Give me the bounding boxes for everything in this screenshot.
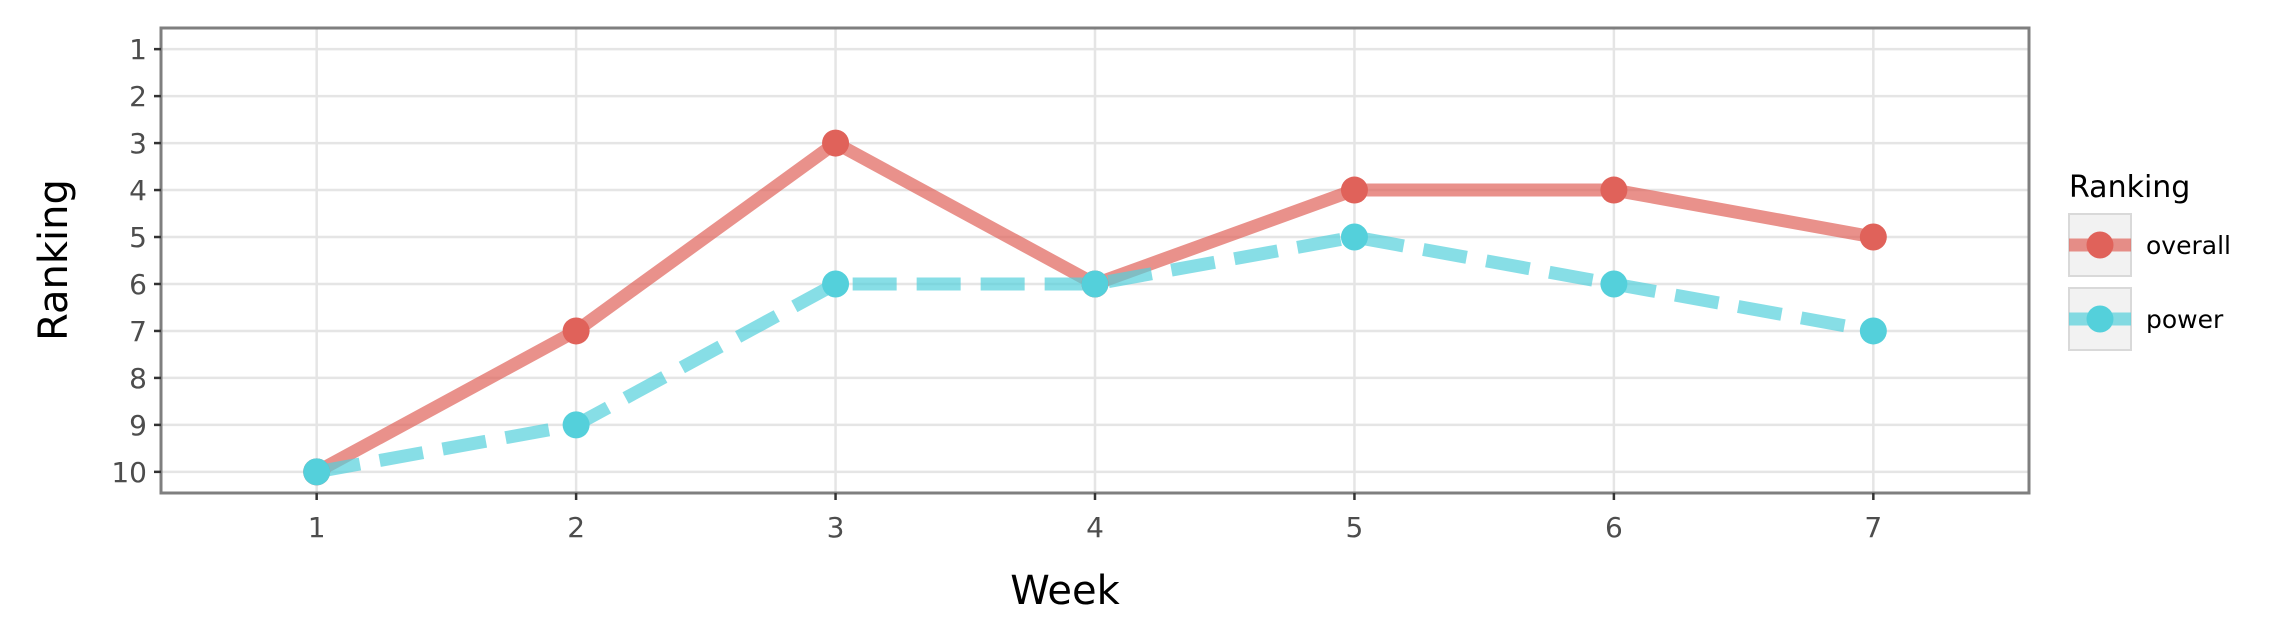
data-point-overall — [562, 317, 590, 345]
legend-key-marker — [2086, 231, 2114, 259]
data-point-overall — [1859, 223, 1887, 251]
y-tick-label: 5 — [129, 221, 147, 254]
axis-ticks: 1 2 3 4 5 6 7 1 2 3 4 5 6 7 8 9 10 — [111, 33, 1882, 544]
legend-label: overall — [2146, 231, 2231, 260]
data-point-overall — [1600, 176, 1628, 204]
legend-title: Ranking — [2069, 170, 2190, 205]
y-tick-label: 1 — [129, 33, 147, 66]
legend-item-overall: overall — [2068, 213, 2231, 277]
legend-items: overall power — [2068, 213, 2231, 351]
x-axis-title: Week — [1010, 568, 1120, 614]
y-tick-label: 8 — [129, 362, 147, 395]
x-tick-label: 4 — [1086, 511, 1104, 544]
x-tick-label: 7 — [1864, 511, 1882, 544]
data-point-overall — [1340, 176, 1368, 204]
x-tick-label: 3 — [827, 511, 845, 544]
legend: Ranking overall power — [2068, 170, 2231, 351]
data-point-power — [1340, 223, 1368, 251]
y-tick-label: 2 — [129, 80, 147, 113]
data-point-power — [562, 411, 590, 439]
x-tick-label: 5 — [1346, 511, 1364, 544]
x-tick-label: 1 — [308, 511, 326, 544]
y-tick-label: 3 — [129, 127, 147, 160]
y-tick-label: 4 — [129, 174, 147, 207]
grid-lines — [161, 28, 2029, 493]
y-tick-label: 10 — [111, 456, 147, 489]
data-point-power — [1081, 270, 1109, 298]
data-point-power — [1859, 317, 1887, 345]
y-tick-label: 9 — [129, 409, 147, 442]
x-tick-label: 2 — [567, 511, 585, 544]
data-point-power — [303, 458, 331, 486]
y-tick-label: 7 — [129, 315, 147, 348]
legend-item-power: power — [2068, 287, 2224, 351]
x-tick-label: 6 — [1605, 511, 1623, 544]
legend-label: power — [2146, 305, 2224, 334]
data-point-power — [822, 270, 850, 298]
data-points — [303, 129, 1887, 486]
data-point-overall — [822, 129, 850, 157]
y-tick-label: 6 — [129, 268, 147, 301]
y-axis-title: Ranking — [31, 179, 77, 341]
data-point-power — [1600, 270, 1628, 298]
legend-key-marker — [2086, 305, 2114, 333]
